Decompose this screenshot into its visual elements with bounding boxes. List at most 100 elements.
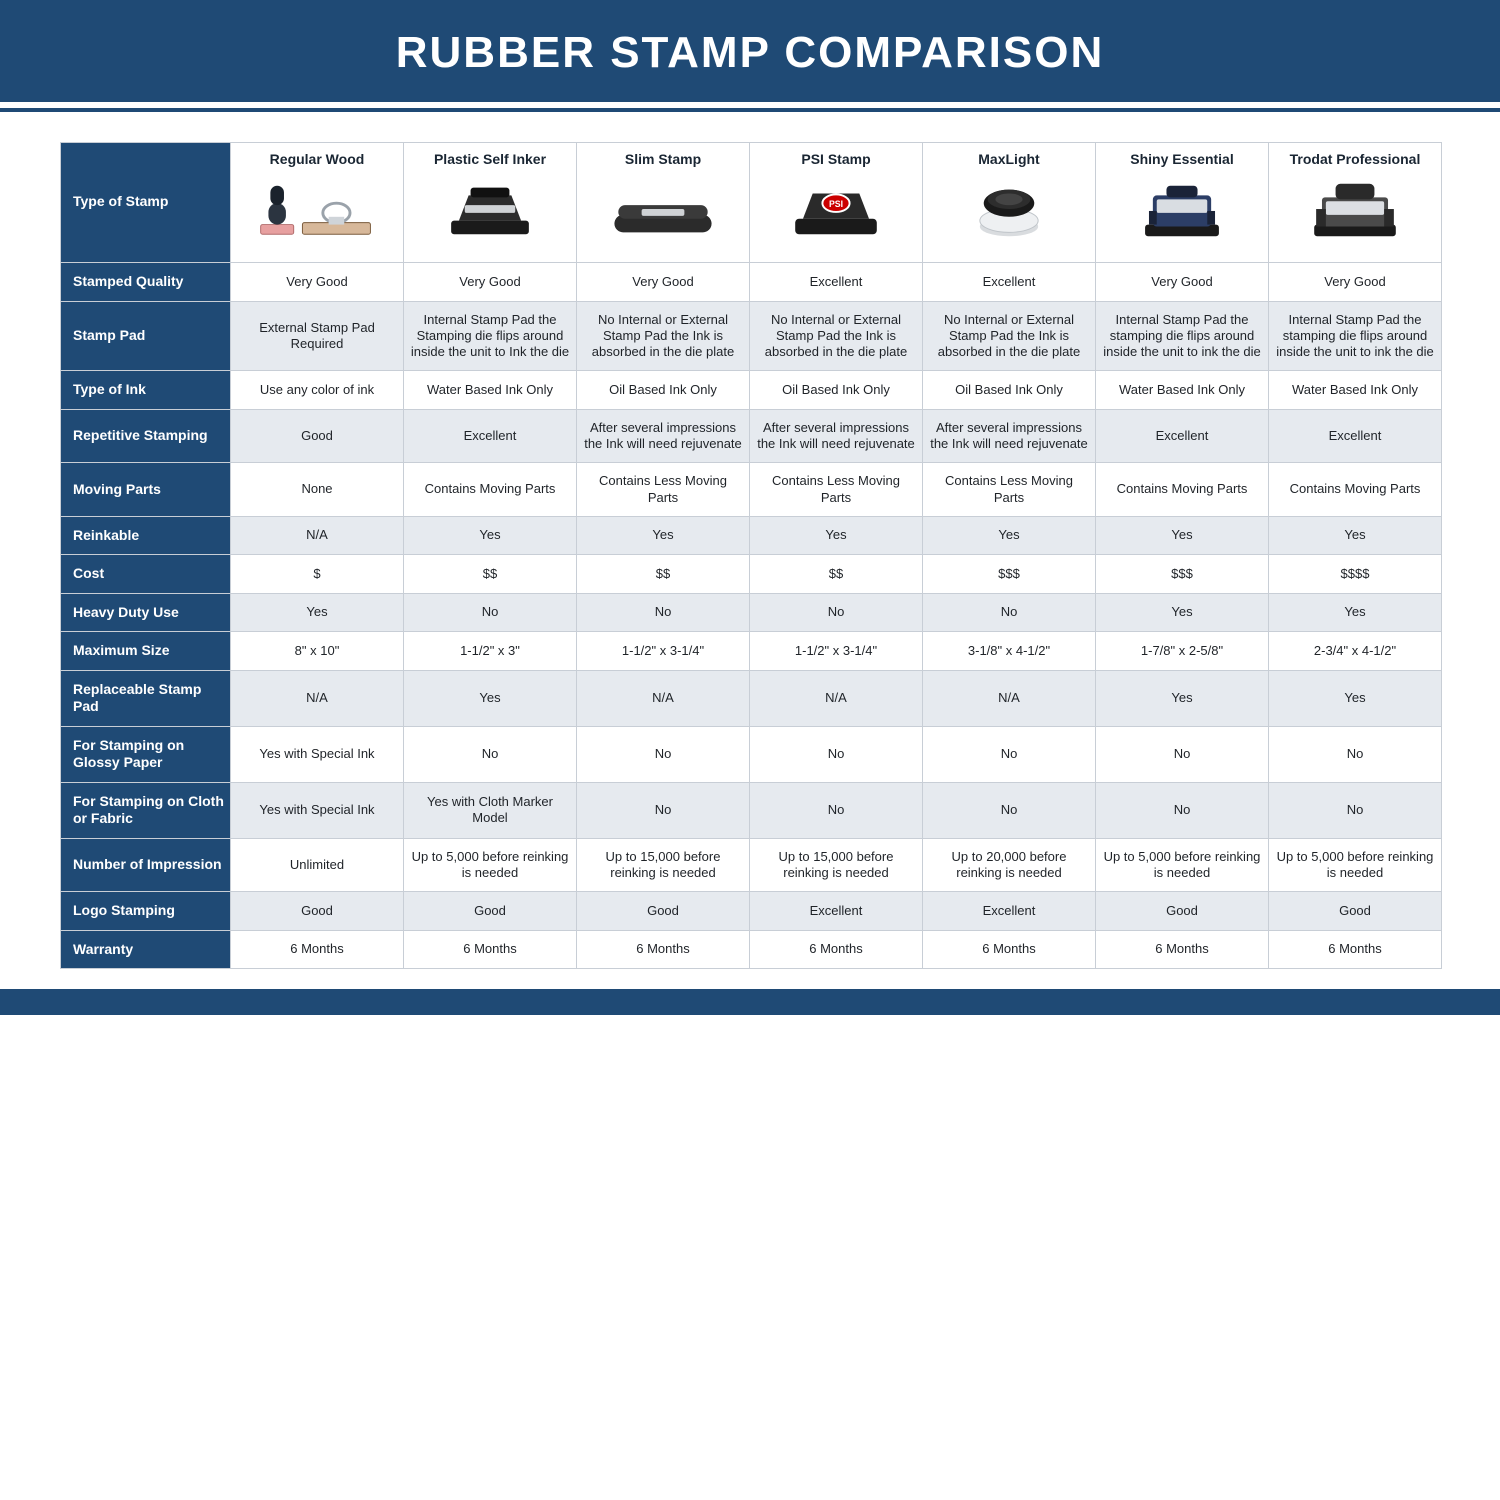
table-cell: Water Based Ink Only	[404, 371, 577, 410]
table-cell: Good	[1096, 892, 1269, 931]
table-row: Stamped QualityVery GoodVery GoodVery Go…	[61, 263, 1442, 302]
trodat-professional-icon	[1275, 175, 1435, 245]
table-cell: Good	[404, 892, 577, 931]
col-header-label: Slim Stamp	[583, 151, 743, 169]
table-cell: Internal Stamp Pad the stamping die flip…	[1269, 301, 1442, 371]
table-cell: 6 Months	[1096, 930, 1269, 969]
shiny-essential-icon	[1102, 175, 1262, 245]
table-cell: Excellent	[923, 892, 1096, 931]
table-cell: Yes	[1096, 670, 1269, 726]
table-cell: $$$	[1096, 555, 1269, 594]
col-header-shiny-essential: Shiny Essential	[1096, 143, 1269, 263]
table-cell: Very Good	[1269, 263, 1442, 302]
table-cell: No	[1269, 782, 1442, 838]
table-cell: Very Good	[404, 263, 577, 302]
table-row: Warranty6 Months6 Months6 Months6 Months…	[61, 930, 1442, 969]
regular-wood-icon	[237, 175, 397, 245]
table-cell: Up to 5,000 before reinking is needed	[1269, 838, 1442, 892]
table-cell: Very Good	[577, 263, 750, 302]
row-label: For Stamping on Cloth or Fabric	[61, 782, 231, 838]
table-cell: Yes	[1096, 593, 1269, 632]
plastic-self-inker-icon	[410, 175, 570, 245]
maxlight-icon	[929, 175, 1089, 245]
table-cell: Up to 15,000 before reinking is needed	[750, 838, 923, 892]
table-cell: No	[923, 726, 1096, 782]
table-cell: Yes	[1269, 670, 1442, 726]
col-header-label: PSI Stamp	[756, 151, 916, 169]
row-label: For Stamping on Glossy Paper	[61, 726, 231, 782]
table-cell: 6 Months	[1269, 930, 1442, 969]
table-cell: 6 Months	[404, 930, 577, 969]
table-cell: Oil Based Ink Only	[577, 371, 750, 410]
table-cell: No	[923, 782, 1096, 838]
table-cell: Contains Less Moving Parts	[923, 463, 1096, 517]
page-title: RUBBER STAMP COMPARISON	[0, 0, 1500, 102]
table-cell: Excellent	[750, 892, 923, 931]
table-cell: $$$$	[1269, 555, 1442, 594]
table-cell: Yes with Special Ink	[231, 782, 404, 838]
table-cell: No	[923, 593, 1096, 632]
table-cell: No Internal or External Stamp Pad the In…	[750, 301, 923, 371]
col-header-label: Shiny Essential	[1102, 151, 1262, 169]
row-label: Moving Parts	[61, 463, 231, 517]
psi-stamp-icon: PSI	[756, 175, 916, 245]
table-row: Number of ImpressionUnlimitedUp to 5,000…	[61, 838, 1442, 892]
table-cell: Yes with Special Ink	[231, 726, 404, 782]
table-row: Moving PartsNoneContains Moving PartsCon…	[61, 463, 1442, 517]
table-body: Stamped QualityVery GoodVery GoodVery Go…	[61, 263, 1442, 969]
table-row: Stamp PadExternal Stamp Pad RequiredInte…	[61, 301, 1442, 371]
table-cell: N/A	[577, 670, 750, 726]
table-cell: 1-1/2" x 3-1/4"	[577, 632, 750, 671]
table-cell: No	[404, 726, 577, 782]
row-label: Cost	[61, 555, 231, 594]
table-cell: Yes	[750, 516, 923, 555]
corner-cell: Type of Stamp	[61, 143, 231, 263]
table-cell: Good	[231, 892, 404, 931]
table-cell: Contains Moving Parts	[404, 463, 577, 517]
row-label: Heavy Duty Use	[61, 593, 231, 632]
table-cell: 1-1/2" x 3"	[404, 632, 577, 671]
table-cell: Yes	[1096, 516, 1269, 555]
col-header-maxlight: MaxLight	[923, 143, 1096, 263]
table-cell: $$	[404, 555, 577, 594]
table-cell: Very Good	[231, 263, 404, 302]
table-cell: No	[577, 593, 750, 632]
table-cell: Yes	[577, 516, 750, 555]
table-cell: None	[231, 463, 404, 517]
row-label: Warranty	[61, 930, 231, 969]
table-cell: Unlimited	[231, 838, 404, 892]
table-row: Logo StampingGoodGoodGoodExcellentExcell…	[61, 892, 1442, 931]
table-cell: After several impressions the Ink will n…	[577, 409, 750, 463]
table-cell: Excellent	[404, 409, 577, 463]
table-row: For Stamping on Glossy PaperYes with Spe…	[61, 726, 1442, 782]
col-header-label: MaxLight	[929, 151, 1089, 169]
table-cell: No	[750, 782, 923, 838]
row-label: Number of Impression	[61, 838, 231, 892]
table-cell: 3-1/8" x 4-1/2"	[923, 632, 1096, 671]
table-cell: After several impressions the Ink will n…	[750, 409, 923, 463]
comparison-table-wrap: Type of Stamp Regular Wood	[60, 142, 1440, 969]
table-row: For Stamping on Cloth or FabricYes with …	[61, 782, 1442, 838]
table-cell: Oil Based Ink Only	[923, 371, 1096, 410]
table-cell: External Stamp Pad Required	[231, 301, 404, 371]
table-cell: N/A	[231, 516, 404, 555]
col-header-psi-stamp: PSI Stamp PSI	[750, 143, 923, 263]
table-cell: Contains Moving Parts	[1269, 463, 1442, 517]
table-cell: Up to 5,000 before reinking is needed	[404, 838, 577, 892]
table-cell: Very Good	[1096, 263, 1269, 302]
table-cell: Excellent	[1096, 409, 1269, 463]
table-cell: No	[404, 593, 577, 632]
table-cell: Up to 15,000 before reinking is needed	[577, 838, 750, 892]
table-cell: No Internal or External Stamp Pad the In…	[923, 301, 1096, 371]
table-cell: Yes with Cloth Marker Model	[404, 782, 577, 838]
table-cell: 8" x 10"	[231, 632, 404, 671]
table-cell: Yes	[1269, 593, 1442, 632]
table-cell: N/A	[750, 670, 923, 726]
table-row: Cost$$$$$$$$$$$$$$$$$	[61, 555, 1442, 594]
table-cell: Use any color of ink	[231, 371, 404, 410]
table-cell: No	[750, 593, 923, 632]
row-label: Maximum Size	[61, 632, 231, 671]
col-header-plastic-self-inker: Plastic Self Inker	[404, 143, 577, 263]
col-header-slim-stamp: Slim Stamp	[577, 143, 750, 263]
table-cell: 6 Months	[923, 930, 1096, 969]
